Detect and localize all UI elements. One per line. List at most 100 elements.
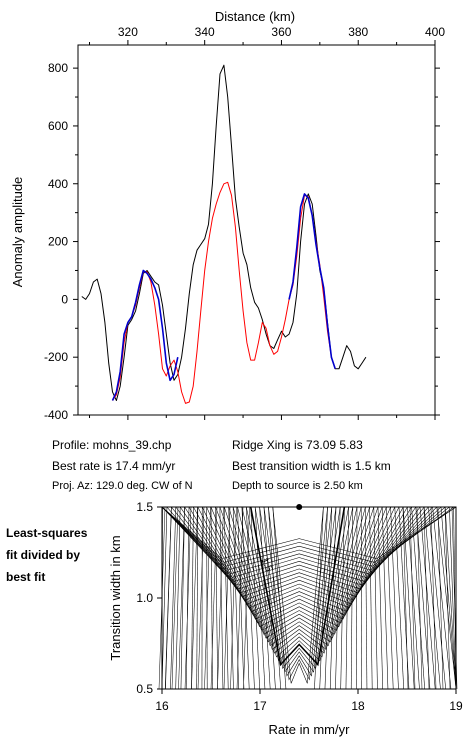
- contour-line: [249, 506, 346, 667]
- contour-line: [228, 506, 234, 690]
- contour-line: [377, 506, 383, 690]
- contour-line: [161, 506, 454, 567]
- y-tick-label: -400: [44, 408, 68, 422]
- contour-line: [237, 506, 358, 654]
- contour-line: [232, 506, 362, 650]
- contour-line: [423, 506, 430, 690]
- contour-label: 1.5: [258, 556, 274, 574]
- width-tick-label: 1.5: [136, 500, 153, 514]
- contour-line: [386, 506, 394, 690]
- contour-line: [314, 506, 324, 690]
- contour-line: [210, 506, 383, 631]
- contour-line: [263, 506, 276, 690]
- misfit-x-axis-title: Rate in mm/yr: [269, 722, 351, 737]
- contour-line: [180, 506, 185, 690]
- contour-line: [259, 506, 337, 673]
- y-tick-label: 200: [48, 235, 68, 249]
- y-tick-label: 600: [48, 119, 68, 133]
- contour-line: [365, 506, 368, 690]
- contour-line: [219, 506, 224, 690]
- contour-line: [250, 506, 260, 690]
- observed-profile-line: [81, 64, 367, 401]
- contour-line: [224, 506, 229, 690]
- contour-line: [161, 506, 168, 690]
- x-tick-label: 380: [348, 25, 368, 39]
- contour-line: [210, 506, 218, 690]
- contour-line: [449, 506, 457, 690]
- x-tick-label: 340: [195, 25, 215, 39]
- profile-y-axis-title: Anomaly amplitude: [10, 177, 25, 288]
- y-tick-label: 800: [48, 61, 68, 75]
- y-tick-label: -200: [44, 350, 68, 364]
- contour-line: [451, 506, 458, 690]
- contour-line: [161, 506, 457, 563]
- y-tick-label: 400: [48, 177, 68, 191]
- contour-line: [193, 506, 400, 616]
- y-tick-label: 0: [61, 292, 68, 306]
- width-tick-label: 0.5: [136, 682, 153, 696]
- rate-tick-label: 19: [449, 699, 463, 713]
- contour-line: [394, 506, 404, 690]
- profile-name: Profile: mohns_39.chp: [52, 438, 172, 452]
- contour-line: [423, 506, 441, 690]
- contour-line: [206, 506, 208, 690]
- misfit-x-ticks: 16 17 18 19: [155, 689, 463, 713]
- contour-line: [453, 506, 457, 690]
- contour-line: [272, 506, 324, 684]
- contour-line: [415, 506, 431, 690]
- contour-line: [196, 506, 199, 690]
- contour-line: [340, 506, 345, 690]
- contour-line: [237, 506, 245, 690]
- contour-line: [178, 506, 185, 690]
- contour-line: [263, 506, 333, 677]
- misfit-description-line: Least-squares: [6, 526, 88, 540]
- contour-line: [215, 506, 218, 690]
- contour-line: [219, 506, 375, 639]
- contour-line: [204, 506, 211, 690]
- contour-line: [381, 506, 389, 690]
- contour-line: [243, 506, 250, 690]
- contour-line: [223, 506, 231, 690]
- contour-line: [188, 506, 404, 612]
- rate-tick-label: 17: [253, 699, 267, 713]
- contour-line: [390, 506, 399, 690]
- contour-line: [402, 506, 409, 690]
- contour-line: [206, 506, 387, 628]
- contour-line: [191, 506, 198, 690]
- contour-line: [197, 506, 205, 690]
- contour-line: [175, 506, 181, 690]
- profile-y-ticks: -400 -200 0 200 400 600 800: [44, 61, 440, 422]
- contour-line: [430, 506, 437, 690]
- contour-line: [246, 506, 349, 662]
- best-fit-marker: [296, 504, 303, 510]
- contour-line: [268, 506, 281, 690]
- contour-line: [228, 506, 366, 647]
- contour-line: [356, 506, 358, 690]
- contour-line: [369, 506, 373, 690]
- contour-line: [436, 506, 457, 690]
- fit-window-line: [288, 193, 336, 370]
- contour-line: [268, 506, 328, 681]
- best-rate: Best rate is 17.4 mm/yr: [52, 459, 176, 473]
- contour-line: [184, 506, 192, 690]
- contour-line: [428, 506, 446, 690]
- contour-line: [236, 506, 244, 690]
- contour-line: [197, 506, 396, 620]
- contour-line: [185, 506, 190, 690]
- profile-x-ticks: 320 340 360 380 400: [89, 25, 445, 420]
- profile-x-axis-title: Distance (km): [215, 9, 295, 24]
- contour-line: [444, 506, 457, 690]
- contour-line: [215, 506, 379, 635]
- model-profile-line: [112, 181, 336, 404]
- contour-line: [217, 506, 224, 690]
- contour-line: [171, 506, 179, 690]
- best-transition-width: Best transition width is 1.5 km: [232, 459, 391, 473]
- profile-series: [81, 64, 367, 404]
- contour-line: [161, 506, 457, 559]
- contour-line: [329, 506, 337, 690]
- contour-line: [161, 506, 450, 571]
- depth-to-source: Depth to source is 2.50 km: [232, 480, 363, 492]
- contour-line: [409, 506, 416, 690]
- contour-line: [411, 506, 425, 690]
